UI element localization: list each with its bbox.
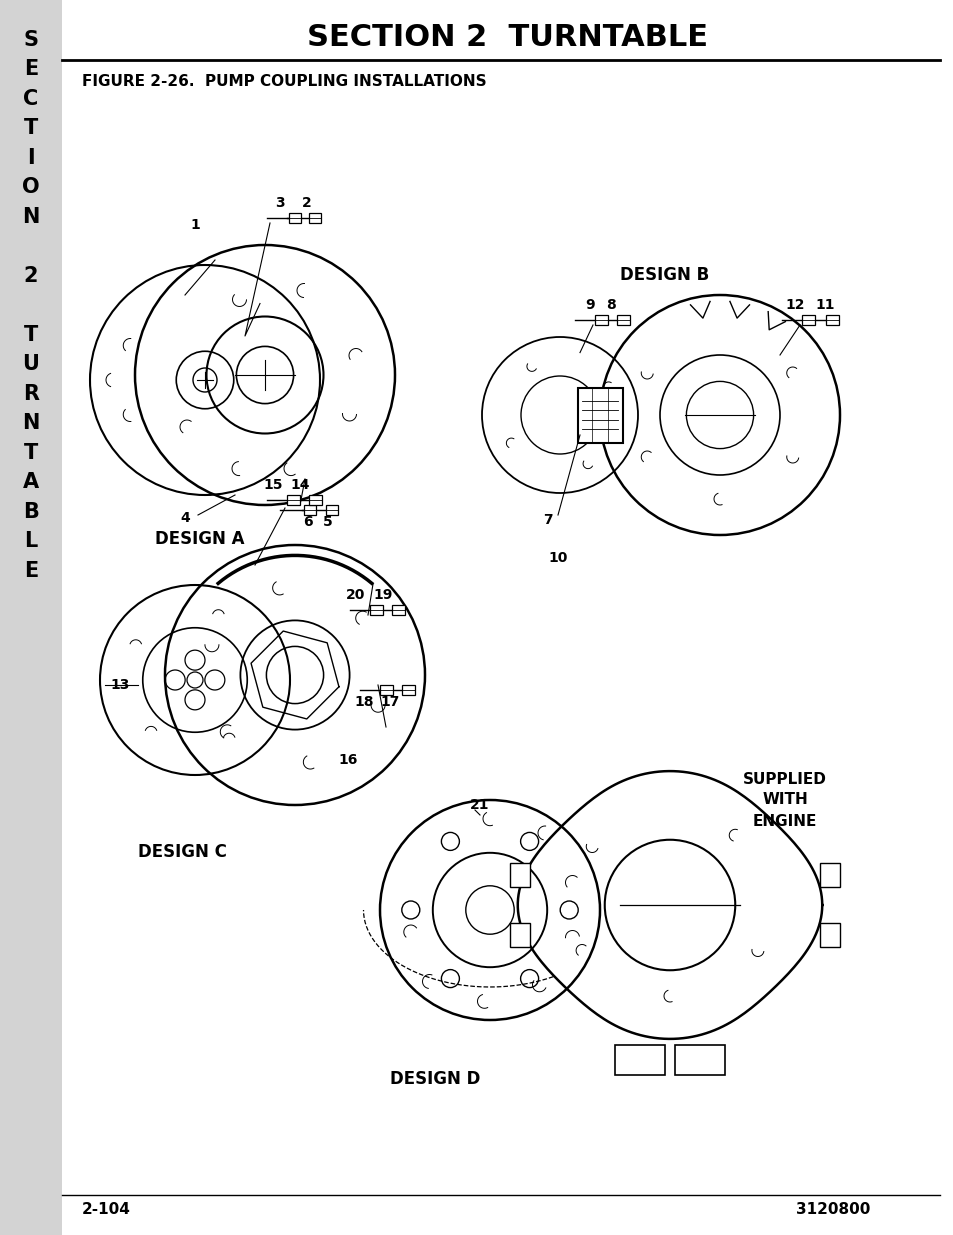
Bar (289, 212, 301, 224)
Text: N: N (22, 206, 40, 227)
Bar (309, 495, 322, 505)
Text: B: B (23, 501, 39, 521)
Text: DESIGN A: DESIGN A (154, 530, 244, 548)
Bar (379, 685, 393, 695)
Text: O: O (22, 178, 40, 198)
Bar (820, 863, 840, 887)
Bar (595, 315, 607, 325)
Bar (578, 388, 622, 443)
Text: 2-104: 2-104 (82, 1203, 131, 1218)
Bar (287, 495, 299, 505)
Text: 11: 11 (815, 298, 834, 312)
Text: 14: 14 (290, 478, 310, 492)
Text: DESIGN B: DESIGN B (619, 266, 708, 284)
Text: 21: 21 (470, 798, 489, 811)
Text: N: N (22, 414, 40, 433)
Text: E: E (24, 59, 38, 79)
Text: DESIGN D: DESIGN D (390, 1070, 479, 1088)
Bar (801, 315, 814, 325)
Text: L: L (25, 531, 37, 551)
Text: E: E (24, 561, 38, 580)
Text: DESIGN C: DESIGN C (138, 844, 227, 861)
Bar (825, 315, 838, 325)
Text: 3120800: 3120800 (795, 1203, 869, 1218)
Text: SUPPLIED
WITH
ENGINE: SUPPLIED WITH ENGINE (742, 772, 826, 829)
Bar (820, 923, 840, 947)
Bar (304, 505, 315, 515)
Text: 18: 18 (354, 695, 374, 709)
Text: 8: 8 (605, 298, 616, 312)
Text: R: R (23, 384, 39, 404)
Text: 16: 16 (338, 753, 357, 767)
Text: 6: 6 (303, 515, 313, 529)
Bar (0, 0, 62, 1235)
Text: 12: 12 (784, 298, 804, 312)
Bar (615, 1045, 664, 1074)
Text: 5: 5 (323, 515, 333, 529)
Bar (510, 863, 530, 887)
Text: T: T (24, 442, 38, 463)
Text: 9: 9 (584, 298, 594, 312)
Bar (309, 212, 320, 224)
Text: 17: 17 (380, 695, 399, 709)
Bar (675, 1045, 724, 1074)
Text: C: C (24, 89, 38, 109)
Text: 10: 10 (548, 551, 567, 564)
Text: SECTION 2  TURNTABLE: SECTION 2 TURNTABLE (307, 23, 708, 53)
Text: U: U (23, 354, 39, 374)
Text: T: T (24, 325, 38, 345)
Text: T: T (24, 119, 38, 138)
Text: 3: 3 (274, 196, 285, 210)
Text: 7: 7 (542, 513, 552, 527)
Bar (370, 605, 382, 615)
Text: 13: 13 (111, 678, 130, 692)
Bar (617, 315, 629, 325)
Text: FIGURE 2-26.  PUMP COUPLING INSTALLATIONS: FIGURE 2-26. PUMP COUPLING INSTALLATIONS (82, 74, 486, 89)
Text: I: I (27, 148, 34, 168)
Text: 19: 19 (373, 588, 393, 601)
Text: 2: 2 (302, 196, 312, 210)
Text: 20: 20 (346, 588, 365, 601)
Text: 15: 15 (263, 478, 282, 492)
Text: 4: 4 (180, 511, 190, 525)
Text: S: S (24, 30, 38, 49)
Bar (401, 685, 415, 695)
Bar (326, 505, 337, 515)
Text: 1: 1 (190, 219, 200, 232)
Bar (392, 605, 405, 615)
Bar (510, 923, 530, 947)
Text: 2: 2 (24, 266, 38, 285)
Text: A: A (23, 472, 39, 492)
